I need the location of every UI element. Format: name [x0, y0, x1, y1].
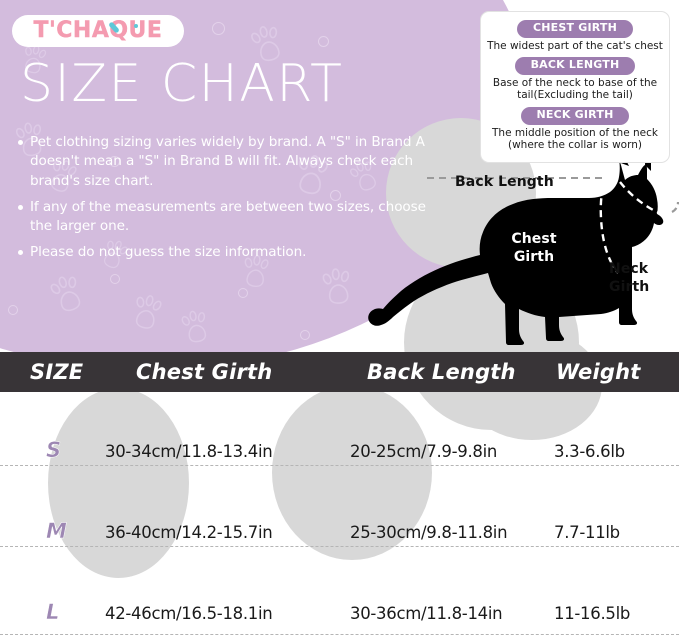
bullet-dot-icon — [18, 140, 23, 145]
diagram-label-back-length: Back Length — [455, 174, 554, 190]
column-header-size: SIZE — [30, 360, 84, 384]
legend-entry-chest-girth: CHEST GIRTH — [486, 18, 664, 38]
legend-description: Base of the neck to base of the tail(Exc… — [492, 76, 658, 102]
paw-print-icon — [288, 151, 338, 203]
list-item: Please do not guess the size information… — [18, 243, 430, 262]
list-item-text: If any of the measurements are between t… — [30, 198, 426, 235]
cell-back-length: 25-30cm/9.8-11.8in — [350, 523, 508, 542]
legend-pill-label: CHEST GIRTH — [516, 20, 634, 38]
cell-back-length: 20-25cm/7.9-9.8in — [350, 442, 498, 461]
grey-circle-decoration — [272, 385, 432, 560]
table-row: S 30-34cm/11.8-13.4in 20-25cm/7.9-9.8in … — [0, 404, 679, 485]
legend-entry-neck-girth: NECK GIRTH — [486, 105, 664, 125]
paw-print-icon — [238, 253, 277, 293]
bullet-dot-icon — [18, 250, 23, 256]
brand-logo: T'CHAQUE — [12, 15, 184, 47]
legend-entry-back-length: BACK LENGTH — [486, 55, 664, 75]
cell-weight: 7.7-11lb — [554, 523, 620, 542]
cell-back-length: 30-36cm/11.8-14in — [350, 604, 503, 623]
paw-print-icon — [126, 291, 171, 337]
diagram-label-neck-girth-line2: Girth — [609, 278, 650, 295]
legend-description: The widest part of the cat's chest — [487, 39, 663, 52]
diagram-label-chest-girth-line1: Chest — [511, 231, 557, 247]
row-divider — [0, 634, 679, 635]
paw-print-icon — [345, 155, 387, 199]
size-table-body: S 30-34cm/11.8-13.4in 20-25cm/7.9-9.8in … — [0, 392, 679, 643]
size-table-header: SIZE Chest Girth Back Length Weight — [0, 352, 679, 392]
cell-size: M — [46, 519, 67, 544]
cell-chest-girth: 30-34cm/11.8-13.4in — [105, 442, 273, 461]
paw-print-icon — [95, 235, 136, 277]
list-item: If any of the measurements are between t… — [18, 198, 430, 237]
diagram-label-neck-girth-line1: Neck — [609, 261, 649, 277]
bullet-dot-icon — [18, 204, 23, 210]
cell-size: S — [46, 438, 62, 463]
table-row: M 36-40cm/14.2-15.7in 25-30cm/9.8-11.8in… — [0, 485, 679, 566]
paw-print-icon — [41, 155, 85, 200]
page-title: SIZE CHART — [20, 54, 344, 114]
circle-decoration — [8, 305, 18, 315]
circle-decoration — [318, 36, 329, 47]
cell-weight: 3.3-6.6lb — [554, 442, 625, 461]
paw-print-icon — [318, 266, 359, 309]
list-item: Pet clothing sizing varies widely by bra… — [18, 133, 430, 191]
paw-print-icon — [246, 21, 293, 69]
cell-chest-girth: 36-40cm/14.2-15.7in — [105, 523, 273, 542]
list-item-text: Please do not guess the size information… — [30, 244, 307, 261]
paw-print-icon — [12, 120, 53, 163]
brand-logo-text: T'CHAQUE — [33, 18, 163, 43]
legend-description: The middle position of the neck (where t… — [492, 126, 658, 152]
paw-print-icon — [177, 307, 217, 348]
row-divider — [0, 465, 679, 466]
legend-pill-label: NECK GIRTH — [520, 107, 630, 125]
diagram-label-chest-girth-line2: Girth — [513, 248, 555, 265]
diagram-label-chest-girth: Chest Girth — [505, 231, 563, 266]
legend-pill-label: BACK LENGTH — [514, 57, 636, 75]
logo-accent-dot-icon — [134, 24, 138, 28]
column-header-back-length: Back Length — [367, 360, 516, 384]
list-item-text: Pet clothing sizing varies widely by bra… — [30, 134, 425, 189]
circle-decoration — [330, 190, 341, 201]
column-header-chest-girth: Chest Girth — [136, 360, 273, 384]
table-row: L 42-46cm/16.5-18.1in 30-36cm/11.8-14in … — [0, 566, 679, 643]
cell-weight: 11-16.5lb — [554, 604, 631, 623]
circle-decoration — [212, 22, 225, 35]
sizing-notes-list: Pet clothing sizing varies widely by bra… — [18, 133, 430, 270]
circle-decoration — [110, 274, 120, 284]
measurement-legend: CHEST GIRTH The widest part of the cat's… — [480, 11, 670, 163]
cell-chest-girth: 42-46cm/16.5-18.1in — [105, 604, 273, 623]
column-header-weight: Weight — [556, 360, 641, 384]
circle-decoration — [109, 156, 120, 167]
cell-size: L — [46, 600, 60, 625]
diagram-label-neck-girth: Neck Girth — [609, 261, 649, 296]
circle-decoration — [238, 288, 248, 298]
row-divider — [0, 546, 679, 547]
circle-decoration — [300, 330, 310, 340]
paw-print-icon — [45, 270, 94, 320]
